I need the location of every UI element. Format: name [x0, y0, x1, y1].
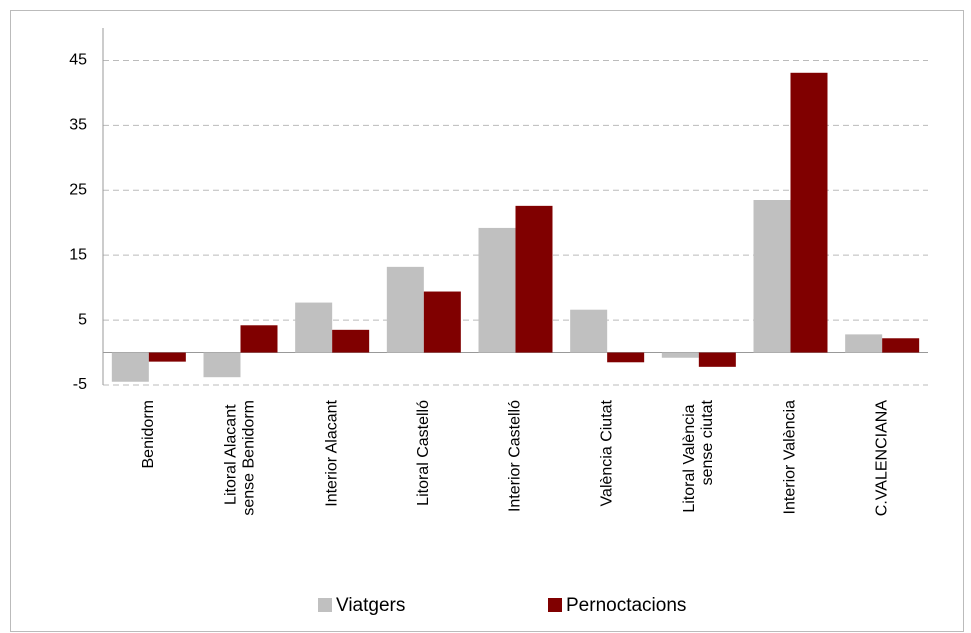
y-tick-label: -5 [73, 376, 87, 393]
label-line: Litoral València [681, 400, 698, 513]
x-tick-label: Litoral València sense ciutat [681, 399, 716, 512]
bar [386, 266, 424, 353]
bar [478, 227, 516, 353]
y-tick-label: 5 [78, 311, 87, 328]
legend-label: Pernoctacions [566, 595, 686, 616]
label-line: Litoral Alacant [223, 400, 240, 505]
legend-label: Viatgers [336, 595, 405, 616]
label-line: sense ciutat [699, 399, 716, 485]
bar [515, 205, 553, 353]
label-line: sense Benidorm [241, 400, 258, 516]
bar [423, 291, 461, 353]
y-tick-label: 25 [69, 181, 87, 198]
bar [295, 302, 333, 353]
bar [111, 352, 149, 382]
x-tick-label: Interior València [782, 400, 799, 515]
bar [882, 338, 920, 353]
bar [332, 329, 370, 353]
bar [148, 352, 186, 362]
bar [661, 352, 699, 358]
bar [753, 200, 791, 353]
y-tick-label: 35 [69, 117, 87, 134]
y-tick-label: 15 [69, 246, 87, 263]
x-tick-label: Interior Castelló [507, 400, 524, 512]
x-tick-label: València Ciutat [598, 399, 615, 506]
bar [607, 352, 645, 363]
legend-swatch [318, 598, 332, 612]
x-tick-label: C.VALENCIANA [873, 400, 890, 517]
bar [845, 334, 883, 353]
x-tick-label: Interior Alacant [323, 399, 340, 506]
x-tick-label: Litoral Alacant sense Benidorm [223, 400, 258, 516]
x-tick-label: Benidorm [140, 400, 157, 468]
bar [698, 352, 736, 367]
frame [10, 10, 964, 632]
bar [203, 352, 241, 378]
bar [240, 325, 278, 353]
legend-swatch [548, 598, 562, 612]
bar [570, 309, 608, 353]
y-tick-label: 45 [69, 52, 87, 69]
bar [790, 72, 828, 353]
x-tick-label: Litoral Castelló [415, 400, 432, 506]
